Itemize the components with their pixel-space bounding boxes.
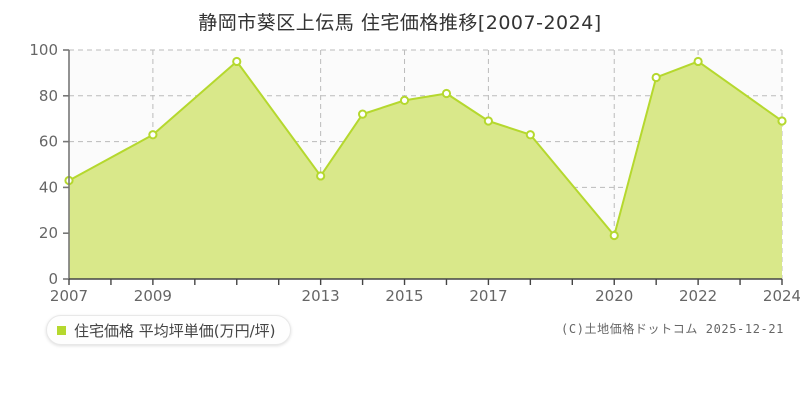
axis-lines bbox=[68, 50, 782, 280]
x-tick-label: 2009 bbox=[134, 287, 172, 305]
y-tick-label: 0 bbox=[48, 270, 58, 288]
x-tick-label: 2013 bbox=[302, 287, 340, 305]
y-tick-label: 80 bbox=[39, 87, 58, 105]
y-tick-label: 60 bbox=[39, 133, 58, 151]
y-tick-label: 100 bbox=[29, 41, 58, 59]
legend-label: 住宅価格 平均坪単価(万円/坪) bbox=[74, 321, 276, 340]
x-tick-label: 2024 bbox=[763, 287, 800, 305]
line-series-path bbox=[68, 60, 783, 237]
x-tick-label: 2007 bbox=[50, 287, 88, 305]
y-axis-tick-labels: 0 20 40 60 80 100 bbox=[29, 41, 69, 288]
x-tick-label: 2022 bbox=[679, 287, 717, 305]
chart-legend: 住宅価格 平均坪単価(万円/坪) bbox=[46, 315, 291, 345]
data-point-markers bbox=[64, 56, 787, 241]
chart-title: 静岡市葵区上伝馬 住宅価格推移[2007-2024] bbox=[198, 12, 602, 34]
y-tick-label: 20 bbox=[39, 224, 58, 242]
y-tick-label: 40 bbox=[39, 178, 58, 196]
area-series-fill bbox=[69, 61, 782, 280]
x-tick-label: 2020 bbox=[595, 287, 633, 305]
x-axis-tick-labels: 2007 2009 2013 2015 2017 2020 2022 2024 bbox=[50, 279, 800, 305]
credit-text: (C)土地価格ドットコム 2025-12-21 bbox=[561, 322, 784, 336]
legend-swatch-icon bbox=[57, 325, 66, 335]
x-tick-label: 2017 bbox=[469, 287, 507, 305]
x-tick-label: 2015 bbox=[385, 287, 423, 305]
